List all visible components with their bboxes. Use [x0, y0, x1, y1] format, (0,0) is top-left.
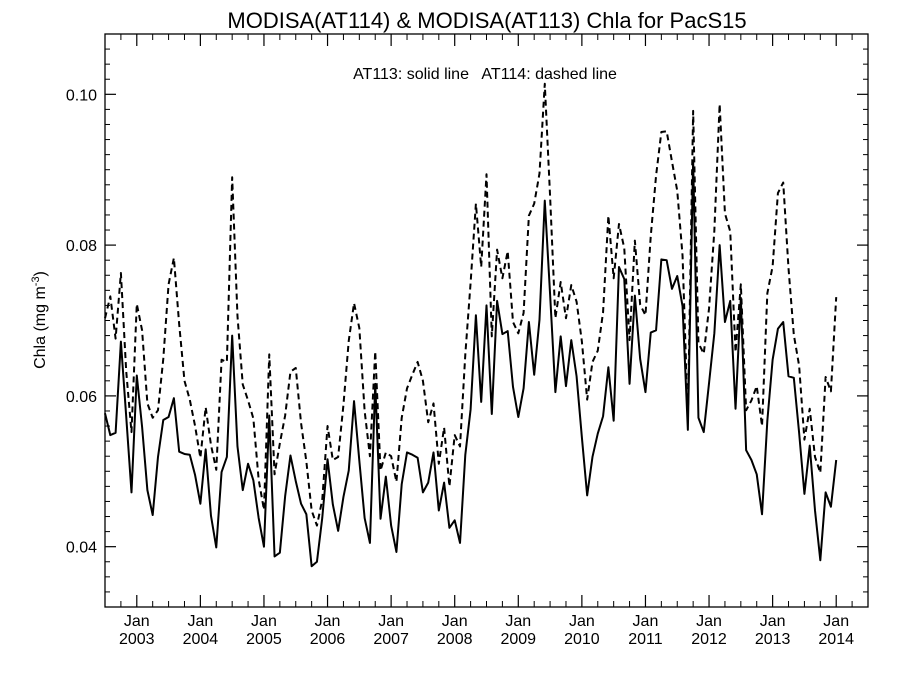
x-tick-year-label: 2005	[246, 631, 282, 648]
x-tick-year-label: 2007	[373, 631, 409, 648]
x-axis-ticks: Jan2003Jan2004Jan2005Jan2006Jan2007Jan20…	[104, 34, 869, 648]
x-tick-year-label: 2003	[119, 631, 155, 648]
x-tick-year-label: 2004	[183, 631, 219, 648]
x-tick-year-label: 2011	[628, 631, 663, 648]
x-tick-year-label: 2006	[310, 631, 346, 648]
x-tick-month-label: Jan	[442, 613, 468, 630]
x-tick-month-label: Jan	[505, 613, 531, 630]
x-tick-month-label: Jan	[251, 613, 277, 630]
x-tick-year-label: 2008	[437, 631, 473, 648]
x-tick-month-label: Jan	[378, 613, 404, 630]
y-axis-label-main: Chla (mg m	[32, 286, 49, 369]
x-tick-month-label: Jan	[315, 613, 341, 630]
data-series	[104, 82, 838, 568]
solid-series-line	[104, 159, 838, 568]
y-tick-label: 0.08	[66, 238, 97, 255]
x-tick-year-label: 2014	[818, 631, 854, 648]
y-axis-label-superscript: -3	[30, 276, 42, 286]
x-tick-month-label: Jan	[823, 613, 849, 630]
x-tick-month-label: Jan	[696, 613, 722, 630]
dashed-series-line	[104, 82, 838, 527]
x-tick-month-label: Jan	[187, 613, 213, 630]
chart-title: MODISA(AT114) & MODISA(AT113) Chla for P…	[227, 8, 746, 33]
y-axis-ticks: 0.04 0.06 0.08 0.10	[66, 33, 868, 593]
y-tick-label: 0.04	[66, 540, 97, 557]
x-tick-year-label: 2013	[755, 631, 791, 648]
x-tick-year-label: 2009	[500, 631, 536, 648]
y-axis-label: Chla (mg m-3)	[30, 271, 49, 369]
x-tick-month-label: Jan	[633, 613, 659, 630]
x-tick-month-label: Jan	[760, 613, 786, 630]
y-tick-label: 0.06	[66, 389, 97, 406]
x-tick-year-label: 2010	[564, 631, 600, 648]
y-tick-label: 0.10	[66, 87, 97, 104]
x-tick-year-label: 2012	[691, 631, 727, 648]
x-tick-month-label: Jan	[569, 613, 595, 630]
line-style-annotation: AT113: solid line AT114: dashed line	[353, 66, 617, 83]
x-tick-month-label: Jan	[124, 613, 150, 630]
y-axis-label-suffix: )	[32, 271, 49, 276]
